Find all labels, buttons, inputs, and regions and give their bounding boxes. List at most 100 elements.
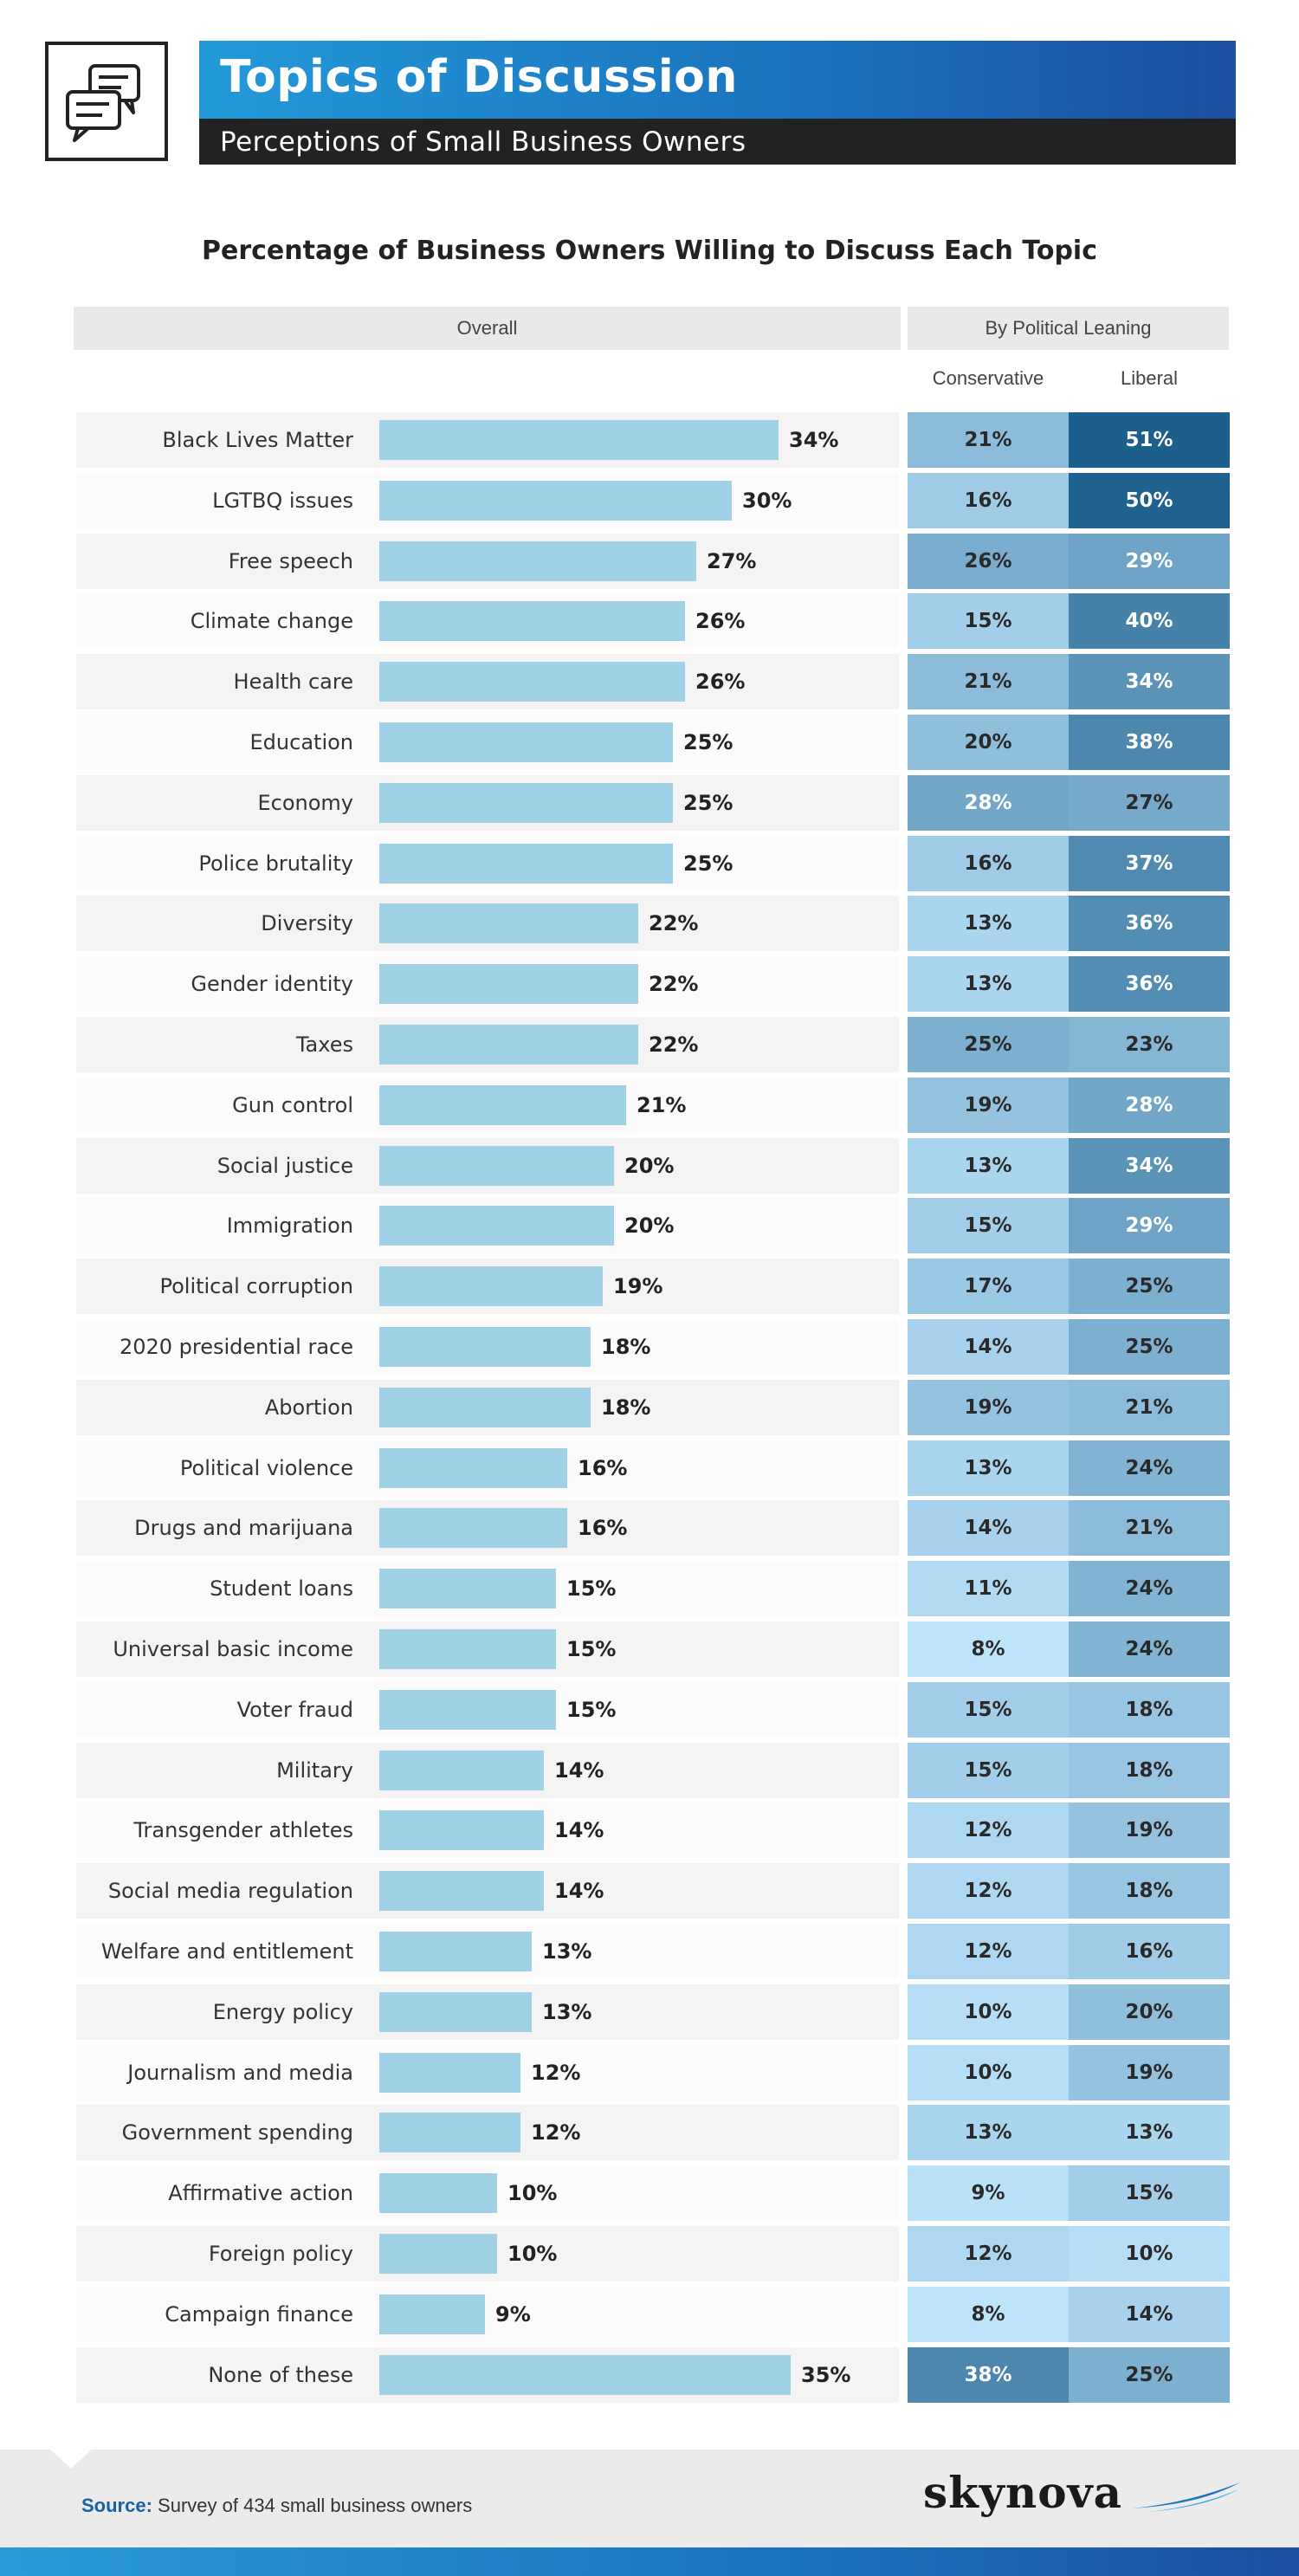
overall-value-label: 21% <box>637 1093 687 1117</box>
overall-bar <box>379 2294 485 2334</box>
overall-bar <box>379 1932 532 1971</box>
overall-value-label: 26% <box>695 609 746 633</box>
conservative-cell: 12% <box>908 1803 1069 1858</box>
overall-value-label: 13% <box>542 1939 592 1964</box>
conservative-column-header: Conservative <box>932 367 1044 389</box>
topic-label: Free speech <box>228 549 353 573</box>
overall-bar <box>379 1025 638 1065</box>
topic-label: Diversity <box>261 911 353 935</box>
liberal-cell: 13% <box>1069 2105 1230 2160</box>
overall-bar <box>379 783 673 823</box>
title-bar: Topics of Discussion <box>199 41 1236 119</box>
overall-value-label: 30% <box>742 489 792 513</box>
source-note: Source: Survey of 434 small business own… <box>81 2495 472 2517</box>
chart-title: Percentage of Business Owners Willing to… <box>201 236 1097 266</box>
conservative-cell: 16% <box>908 836 1069 891</box>
conservative-cell: 15% <box>908 593 1069 649</box>
topic-label: Transgender athletes <box>133 1818 353 1842</box>
topic-label: Drugs and marijuana <box>134 1516 353 1540</box>
overall-value-label: 16% <box>578 1456 628 1480</box>
overall-bar <box>379 1992 532 2032</box>
overall-value-label: 20% <box>624 1154 675 1178</box>
liberal-cell: 25% <box>1069 2347 1230 2403</box>
topic-label: Police brutality <box>198 851 353 876</box>
political-leaning-header: By Political Leaning <box>908 307 1229 350</box>
overall-bar <box>379 1629 556 1669</box>
liberal-cell: 28% <box>1069 1078 1230 1133</box>
conservative-cell: 11% <box>908 1561 1069 1616</box>
liberal-cell: 24% <box>1069 1561 1230 1616</box>
overall-value-label: 13% <box>542 2000 592 2024</box>
overall-value-label: 10% <box>507 2181 558 2205</box>
overall-value-label: 22% <box>649 1032 699 1057</box>
liberal-cell: 23% <box>1069 1017 1230 1072</box>
overall-bar <box>379 1085 626 1125</box>
conservative-cell: 16% <box>908 473 1069 528</box>
overall-bar <box>379 1751 544 1790</box>
source-label: Source: <box>81 2495 152 2516</box>
liberal-cell: 36% <box>1069 896 1230 951</box>
topic-label: Political corruption <box>159 1274 353 1298</box>
topic-label: Gun control <box>232 1093 353 1117</box>
overall-value-label: 12% <box>531 2120 581 2145</box>
overall-bar <box>379 541 696 581</box>
overall-value-label: 19% <box>613 1274 663 1298</box>
liberal-cell: 29% <box>1069 534 1230 589</box>
topic-label: Black Lives Matter <box>162 428 353 452</box>
liberal-cell: 36% <box>1069 956 1230 1012</box>
topic-label: Health care <box>233 670 353 694</box>
conservative-cell: 20% <box>908 715 1069 770</box>
liberal-cell: 29% <box>1069 1198 1230 1253</box>
liberal-cell: 14% <box>1069 2287 1230 2342</box>
overall-bar <box>379 1508 567 1548</box>
row-background <box>76 2287 899 2342</box>
liberal-cell: 18% <box>1069 1743 1230 1798</box>
liberal-cell: 51% <box>1069 412 1230 468</box>
liberal-cell: 40% <box>1069 593 1230 649</box>
topic-label: 2020 presidential race <box>119 1335 353 1359</box>
conservative-cell: 25% <box>908 1017 1069 1072</box>
conservative-cell: 15% <box>908 1743 1069 1798</box>
topic-label: Social justice <box>216 1154 353 1178</box>
source-text: Survey of 434 small business owners <box>158 2495 473 2516</box>
conservative-cell: 13% <box>908 896 1069 951</box>
overall-value-label: 12% <box>531 2061 581 2085</box>
brand-logo-text: skynova <box>923 2467 1122 2518</box>
overall-bar <box>379 1569 556 1608</box>
topic-label: LGTBQ issues <box>212 489 353 513</box>
conservative-cell: 21% <box>908 654 1069 709</box>
overall-bar <box>379 481 732 521</box>
overall-value-label: 20% <box>624 1214 675 1238</box>
overall-bar <box>379 2234 497 2274</box>
conservative-cell: 12% <box>908 1863 1069 1919</box>
overall-bar <box>379 722 673 762</box>
conservative-cell: 9% <box>908 2165 1069 2221</box>
liberal-cell: 19% <box>1069 2045 1230 2100</box>
overall-value-label: 26% <box>695 670 746 694</box>
overall-value-label: 10% <box>507 2242 558 2266</box>
overall-value-label: 14% <box>554 1758 604 1783</box>
topic-label: Abortion <box>264 1395 353 1420</box>
overall-bar <box>379 2173 497 2213</box>
overall-bar <box>379 1206 614 1246</box>
topic-label: Political violence <box>179 1456 353 1480</box>
overall-value-label: 14% <box>554 1818 604 1842</box>
topic-label: Welfare and entitlement <box>100 1939 353 1964</box>
overall-value-label: 35% <box>801 2363 851 2387</box>
overall-value-label: 34% <box>789 428 839 452</box>
conservative-cell: 13% <box>908 1138 1069 1194</box>
overall-value-label: 15% <box>566 1576 617 1601</box>
liberal-cell: 25% <box>1069 1259 1230 1314</box>
overall-value-label: 16% <box>578 1516 628 1540</box>
conservative-cell: 17% <box>908 1259 1069 1314</box>
topic-label: Student loans <box>210 1576 353 1601</box>
conservative-cell: 13% <box>908 956 1069 1012</box>
liberal-cell: 25% <box>1069 1319 1230 1375</box>
liberal-cell: 15% <box>1069 2165 1230 2221</box>
conservative-cell: 10% <box>908 2045 1069 2100</box>
topic-label: Gender identity <box>191 972 353 996</box>
brand-swoosh-icon <box>1133 2482 1240 2512</box>
topic-label: Campaign finance <box>165 2302 353 2327</box>
topic-label: Journalism and media <box>127 2061 353 2085</box>
conservative-cell: 26% <box>908 534 1069 589</box>
